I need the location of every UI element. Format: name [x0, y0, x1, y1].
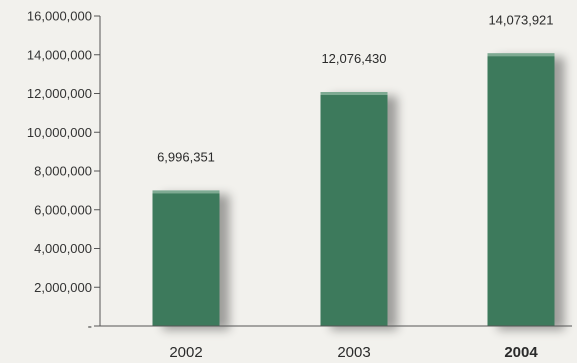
x-tick-label: 2002: [169, 344, 202, 361]
y-tick-label: -: [88, 319, 92, 334]
y-tick-label: 16,000,000: [27, 9, 92, 24]
bar: [320, 92, 388, 326]
y-tick-label: 4,000,000: [34, 241, 92, 256]
bar-top-edge: [487, 53, 555, 57]
data-label: 6,996,351: [157, 149, 215, 164]
bars: 6,996,351 12,076,430 14,073,921: [152, 12, 555, 326]
bar: [487, 53, 555, 326]
y-tick-label: 14,000,000: [27, 47, 92, 62]
y-axis: - 2,000,000 4,000,000 6,000,000 8,000,000 10,…: [27, 9, 101, 334]
data-label: 14,073,921: [488, 12, 553, 27]
x-tick-label: 2004: [504, 344, 538, 361]
data-label: 12,076,430: [321, 51, 386, 66]
bar: [152, 190, 220, 326]
y-tick-label: 10,000,000: [27, 125, 92, 140]
x-tick-label: 2003: [337, 344, 370, 361]
y-tick-label: 12,000,000: [27, 86, 92, 101]
bar-top-edge: [320, 92, 388, 96]
y-tick-label: 6,000,000: [34, 202, 92, 217]
x-axis: 2002 2003 2004: [100, 325, 572, 361]
y-tick-label: 8,000,000: [34, 164, 92, 179]
y-tick-label: 2,000,000: [34, 280, 92, 295]
bar-top-edge: [152, 190, 220, 194]
